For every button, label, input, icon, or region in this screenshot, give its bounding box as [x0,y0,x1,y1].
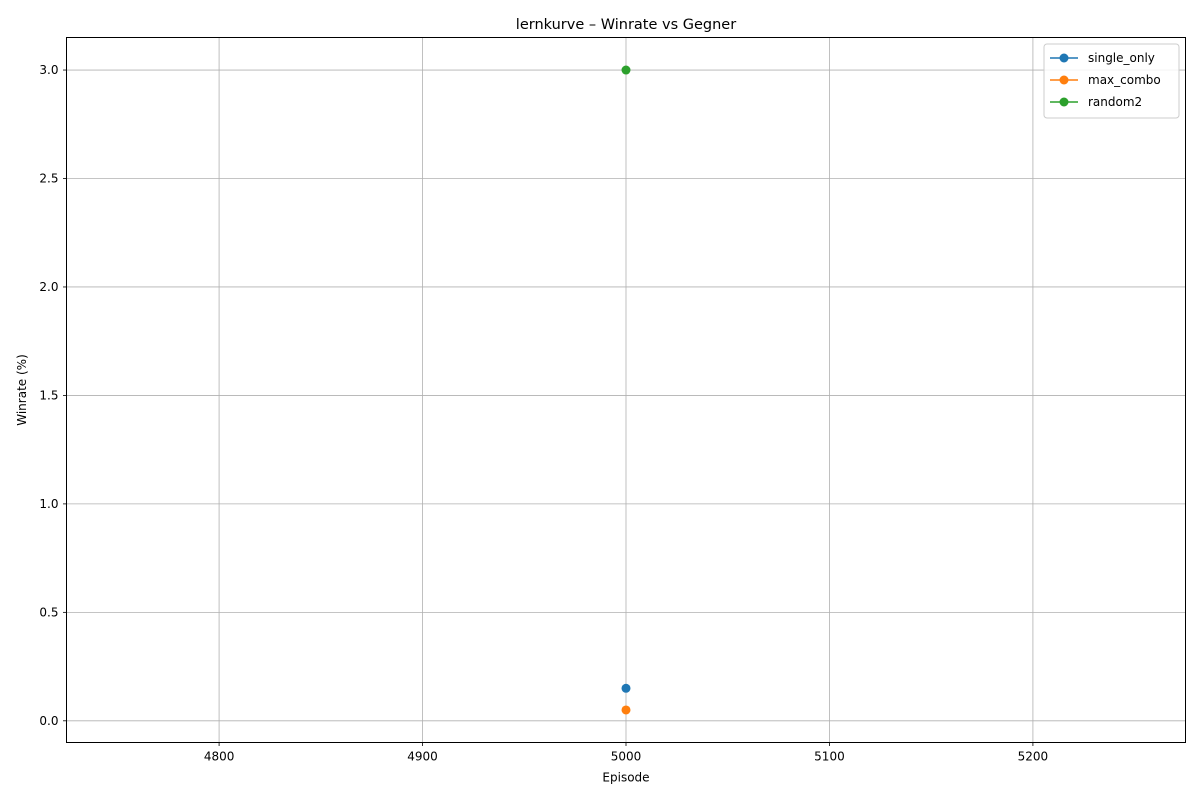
axis-ticks: 4800 4900 5000 5100 5200 0.0 0.5 1.0 1.5 2.0 2.5 3.… [39,63,1048,763]
x-axis-label: Episode [602,771,649,785]
x-tick-label: 5200 [1018,750,1049,764]
data-point [621,65,631,75]
y-tick-label: 2.5 [39,172,58,186]
series-single_only [621,683,631,693]
y-tick-label: 1.5 [39,388,58,402]
y-tick-label: 1.0 [39,497,58,511]
y-tick-label: 2.0 [39,280,58,294]
y-axis-label: Winrate (%) [15,354,29,426]
legend-label: single_only [1088,51,1155,65]
series-layer [621,65,631,715]
legend-item: max_combo [1050,73,1161,87]
legend-item: single_only [1050,51,1155,65]
x-tick-label: 4900 [407,750,438,764]
x-tick-label: 5100 [814,750,845,764]
series-random2 [621,65,631,75]
series-max_combo [621,705,631,715]
legend-marker [1059,75,1069,85]
data-point [621,683,631,693]
legend-box [1043,43,1180,119]
data-point [621,705,631,715]
legend: single_only max_combo random2 [1043,43,1180,119]
y-tick-label: 0.0 [39,714,58,728]
legend-label: max_combo [1088,73,1161,87]
chart-title: lernkurve – Winrate vs Gegner [516,17,736,33]
grid-lines [66,37,1186,743]
legend-item: random2 [1050,95,1142,109]
legend-marker [1059,53,1069,63]
x-tick-label: 5000 [611,750,642,764]
legend-label: random2 [1088,95,1142,109]
legend-marker [1059,97,1069,107]
y-tick-label: 3.0 [39,63,58,77]
x-tick-label: 4800 [204,750,235,764]
y-tick-label: 0.5 [39,605,58,619]
